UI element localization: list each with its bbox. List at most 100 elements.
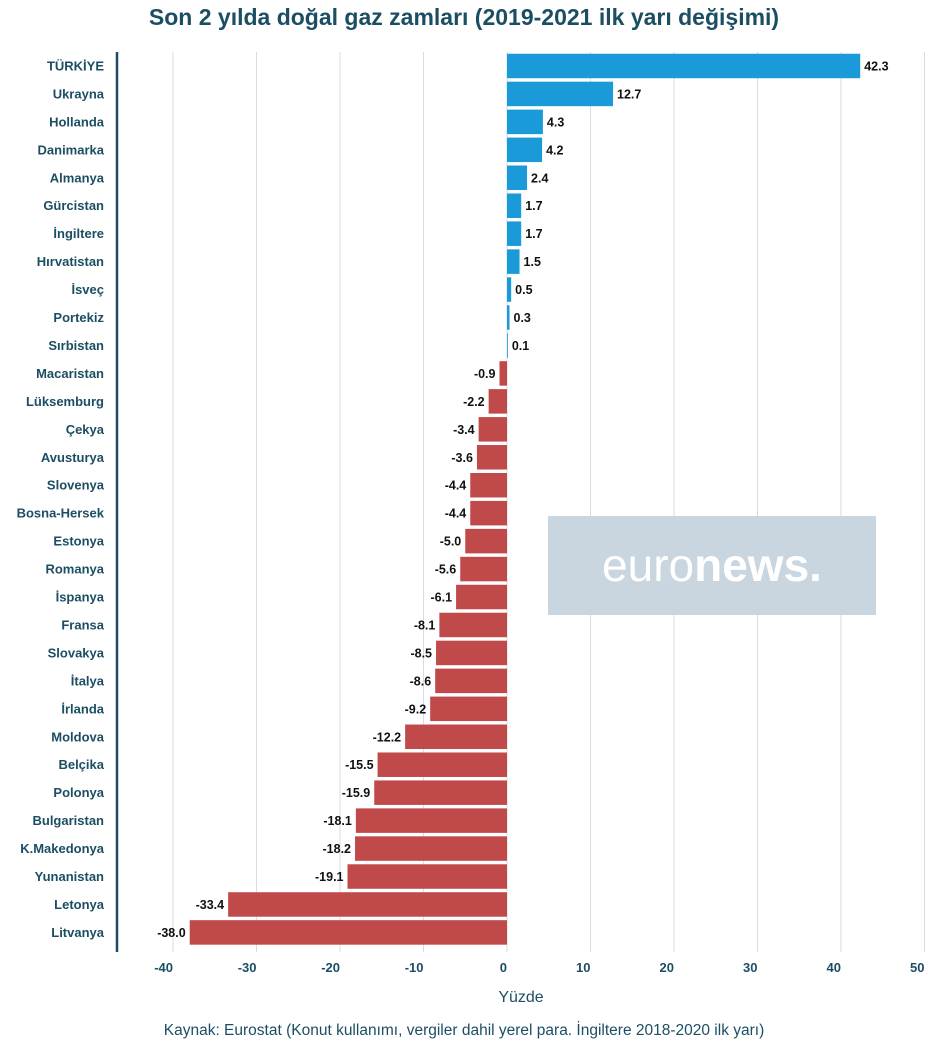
bar bbox=[476, 445, 507, 470]
watermark-box bbox=[548, 516, 876, 615]
bar bbox=[374, 780, 507, 805]
watermark-text-euro: euro bbox=[602, 539, 694, 591]
data-label: 1.5 bbox=[524, 255, 541, 269]
category-label: Sırbistan bbox=[48, 338, 104, 353]
category-label: Çekya bbox=[66, 422, 105, 437]
category-label: Fransa bbox=[61, 617, 104, 632]
data-label: -4.4 bbox=[445, 507, 467, 521]
category-label: Ukrayna bbox=[53, 86, 105, 101]
chart-title: Son 2 yılda doğal gaz zamları (2019-2021… bbox=[148, 4, 780, 30]
category-label: Danimarka bbox=[38, 142, 105, 157]
bar bbox=[507, 53, 861, 79]
bar bbox=[507, 333, 508, 358]
category-label: Avusturya bbox=[41, 450, 105, 465]
bar bbox=[377, 752, 507, 777]
euronews-watermark: euronews. bbox=[548, 516, 876, 615]
data-label: -2.2 bbox=[463, 395, 485, 409]
category-label: Macaristan bbox=[36, 366, 104, 381]
category-label: K.Makedonya bbox=[20, 841, 105, 856]
bar bbox=[507, 249, 520, 274]
x-tick-label: 40 bbox=[827, 960, 841, 975]
data-label: -33.4 bbox=[196, 898, 225, 912]
data-label: -38.0 bbox=[157, 926, 186, 940]
data-label: -18.1 bbox=[323, 814, 352, 828]
bar bbox=[435, 668, 507, 694]
data-label: 0.3 bbox=[514, 311, 531, 325]
category-label: Polonya bbox=[53, 785, 104, 800]
category-label: Slovakya bbox=[48, 645, 105, 660]
bar bbox=[507, 193, 522, 218]
watermark-text-news: news. bbox=[694, 539, 822, 591]
category-label: Hollanda bbox=[49, 114, 105, 129]
x-tick-label: 50 bbox=[910, 960, 924, 975]
bar bbox=[507, 305, 510, 330]
bars bbox=[189, 53, 861, 945]
data-label: 0.1 bbox=[512, 339, 529, 353]
data-label: -19.1 bbox=[315, 870, 344, 884]
data-label: 4.3 bbox=[547, 115, 564, 129]
bar bbox=[355, 808, 507, 833]
x-tick-label: 10 bbox=[576, 960, 590, 975]
category-label: Letonya bbox=[54, 897, 105, 912]
x-tick-label: -10 bbox=[405, 960, 424, 975]
category-label: Bulgaristan bbox=[32, 813, 104, 828]
bar bbox=[355, 836, 507, 861]
data-label: -9.2 bbox=[405, 702, 427, 716]
bar bbox=[507, 109, 543, 135]
category-label: Belçika bbox=[58, 757, 104, 772]
data-label: 42.3 bbox=[864, 59, 888, 73]
bar bbox=[456, 584, 507, 610]
bar bbox=[228, 892, 508, 917]
data-label: -15.9 bbox=[342, 786, 371, 800]
bar bbox=[470, 472, 507, 498]
category-label: Yunanistan bbox=[35, 869, 104, 884]
category-label: İspanya bbox=[56, 590, 105, 605]
data-label: 12.7 bbox=[617, 87, 641, 101]
data-label: -12.2 bbox=[373, 730, 402, 744]
bar bbox=[460, 556, 507, 582]
bar bbox=[507, 165, 528, 191]
bar bbox=[507, 221, 522, 246]
category-label: Bosna-Hersek bbox=[17, 506, 105, 521]
category-label: Estonya bbox=[53, 534, 104, 549]
bar bbox=[465, 528, 507, 554]
x-tick-label: -30 bbox=[238, 960, 257, 975]
data-label: -18.2 bbox=[323, 842, 352, 856]
category-label: Almanya bbox=[50, 170, 105, 185]
bar bbox=[439, 612, 507, 638]
watermark-logo: euronews. bbox=[602, 539, 822, 591]
bar bbox=[189, 920, 507, 945]
bar bbox=[478, 417, 507, 442]
source-note: Kaynak: Eurostat (Konut kullanımı, vergi… bbox=[163, 1022, 765, 1039]
data-label: -5.0 bbox=[440, 535, 462, 549]
labels: -40 -30 -20 -10 0 10 20 30 40 50 TÜRKİYE 42.3 Ukrayn… bbox=[17, 58, 925, 975]
bar bbox=[507, 137, 543, 163]
x-tick-label: -40 bbox=[154, 960, 173, 975]
data-label: -15.5 bbox=[345, 758, 374, 772]
category-label: Gürcistan bbox=[43, 198, 104, 213]
data-label: 4.2 bbox=[546, 143, 563, 157]
data-label: -8.6 bbox=[410, 674, 432, 688]
category-label: Slovenya bbox=[47, 478, 105, 493]
data-label: 1.7 bbox=[525, 227, 542, 241]
data-label: -8.5 bbox=[410, 646, 432, 660]
category-label: İsveç bbox=[71, 282, 104, 297]
bar bbox=[405, 724, 507, 750]
x-tick-label: 0 bbox=[500, 960, 507, 975]
bar bbox=[507, 277, 512, 302]
bar bbox=[488, 389, 507, 414]
bar bbox=[507, 81, 614, 107]
data-label: 2.4 bbox=[531, 171, 548, 185]
category-label: TÜRKİYE bbox=[47, 58, 104, 73]
category-label: İrlanda bbox=[61, 701, 104, 716]
x-tick-label: -20 bbox=[321, 960, 340, 975]
category-label: Lüksemburg bbox=[26, 394, 104, 409]
category-label: Romanya bbox=[45, 562, 104, 577]
grid-lines bbox=[172, 52, 925, 952]
data-label: -0.9 bbox=[474, 367, 496, 381]
category-label: İtalya bbox=[71, 673, 105, 688]
data-label: -5.6 bbox=[435, 563, 457, 577]
x-tick-label: 30 bbox=[743, 960, 757, 975]
x-tick-label: 20 bbox=[660, 960, 674, 975]
